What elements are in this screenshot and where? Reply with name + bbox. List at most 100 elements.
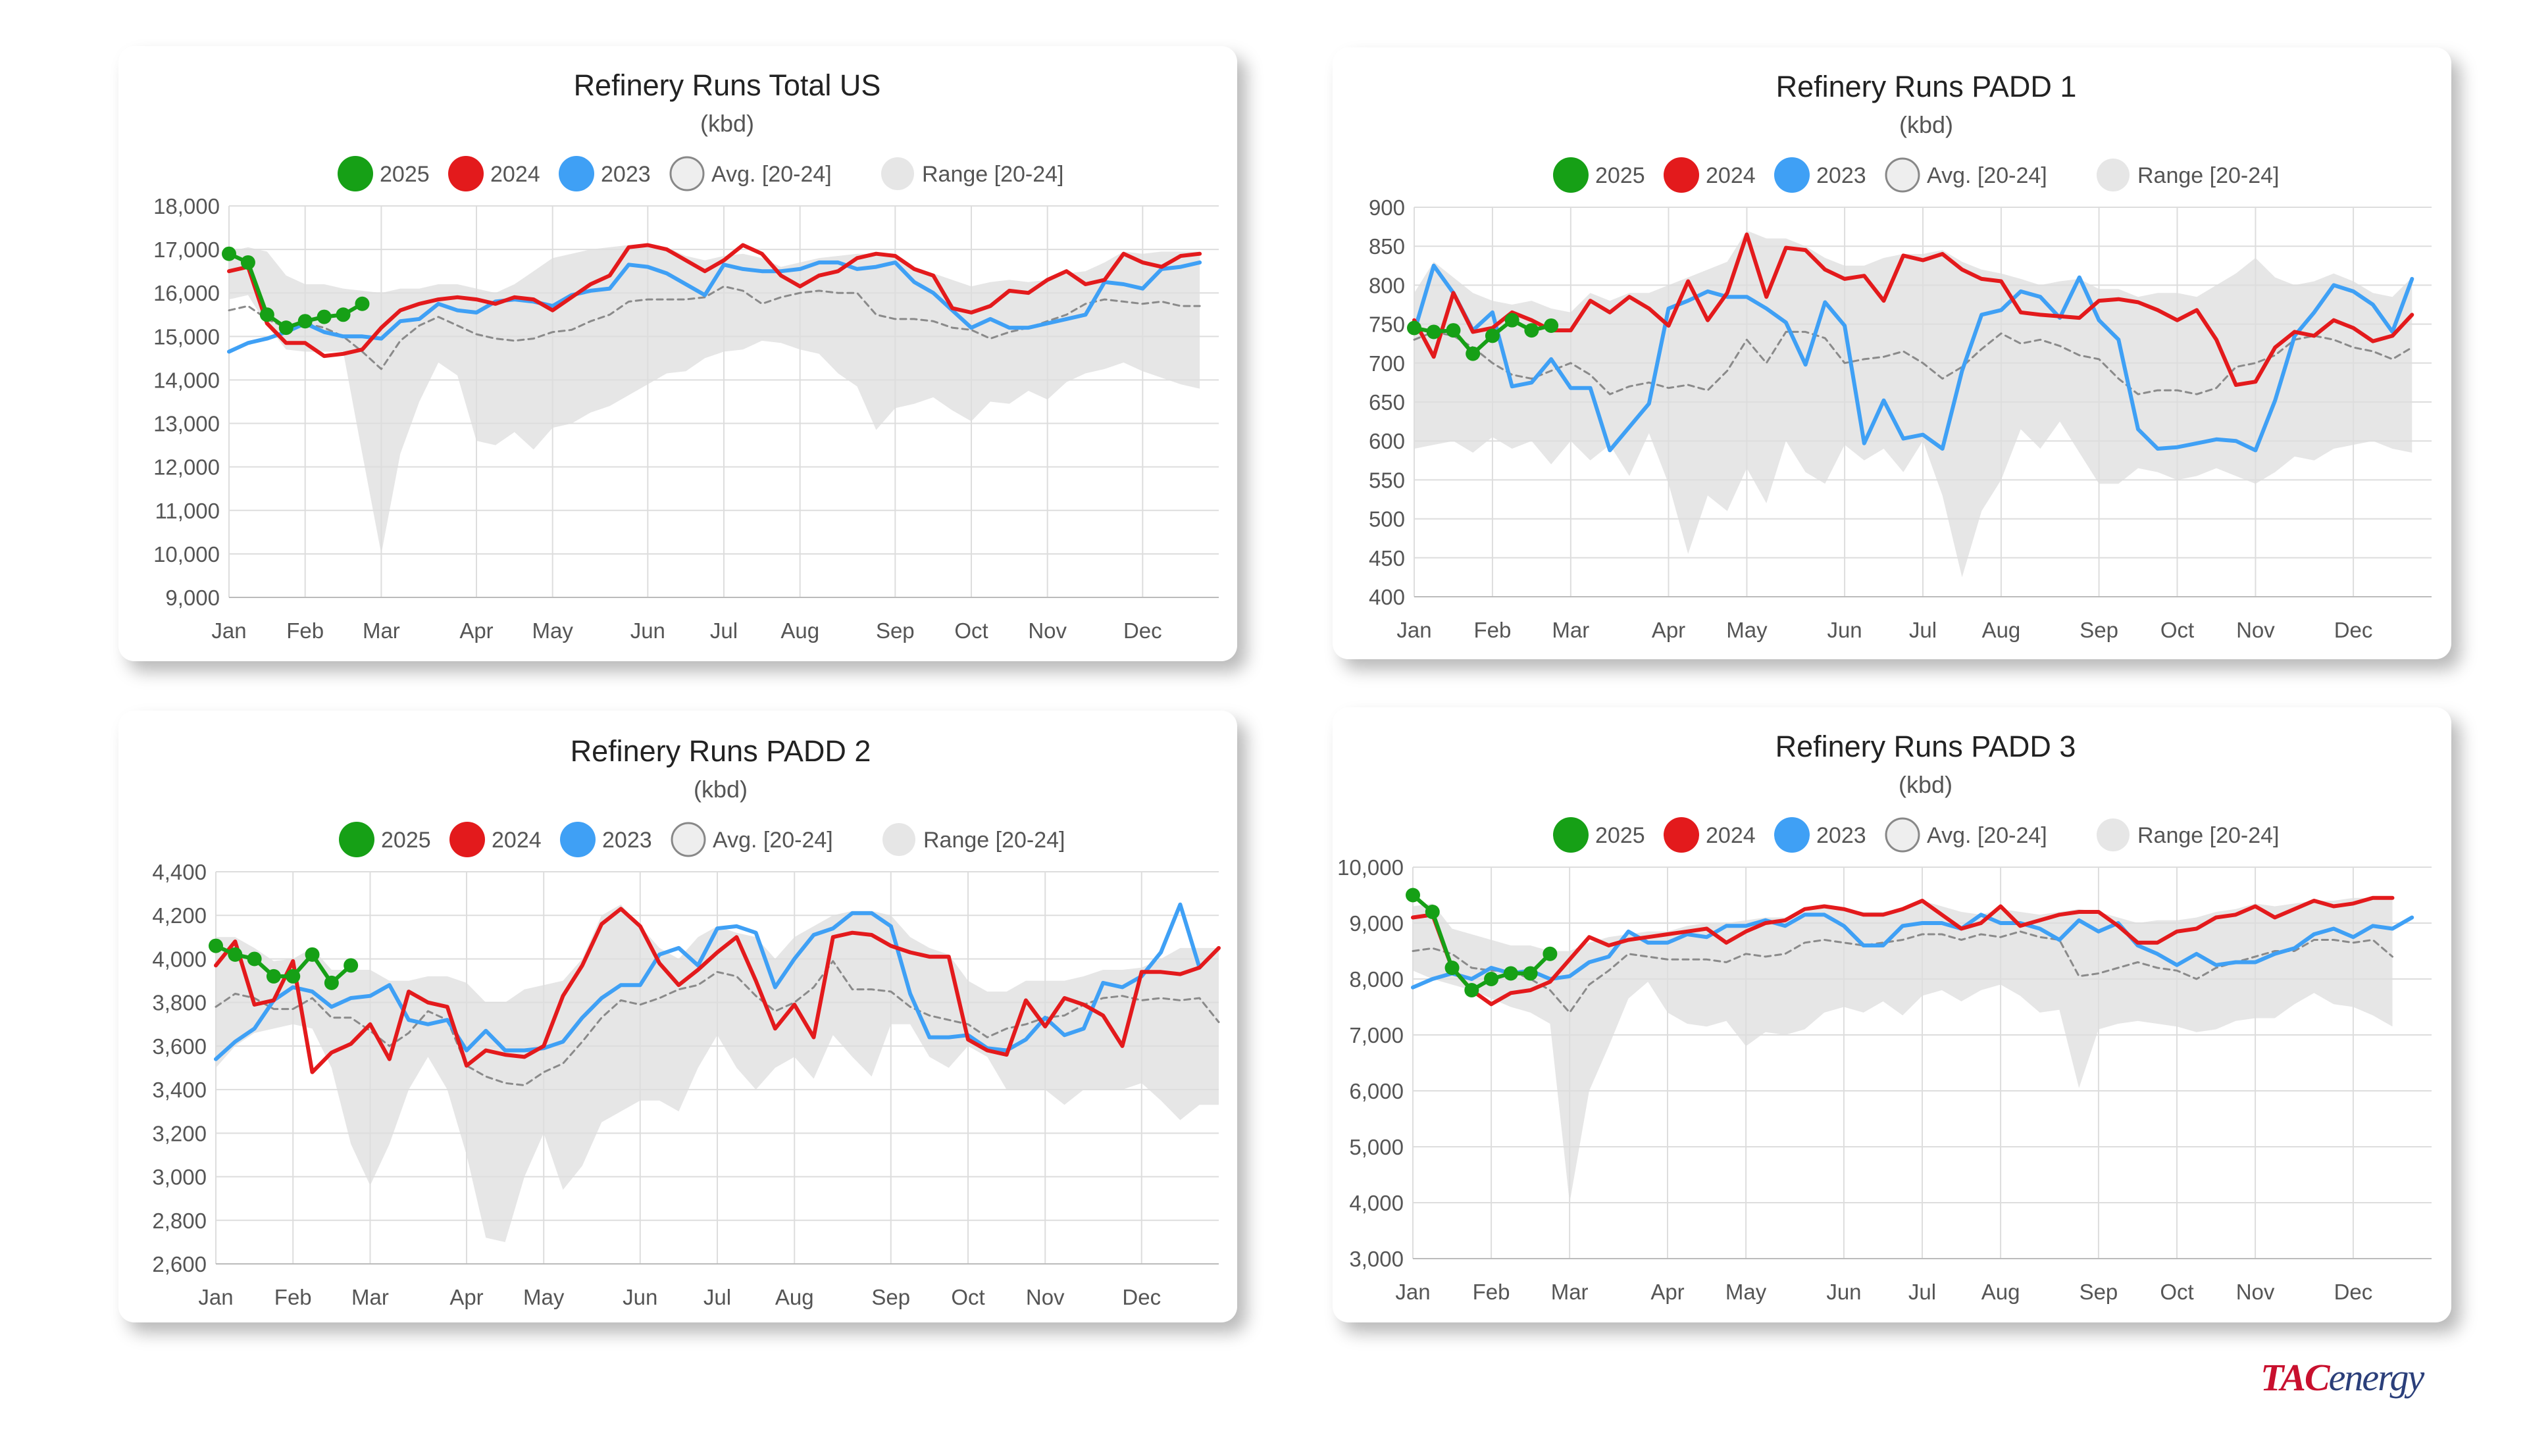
x-tick-label: Nov	[2236, 1280, 2275, 1304]
chart-padd-2: Refinery Runs PADD 2 (kbd) 2025 2024 2023 Avg…	[152, 734, 1221, 1309]
legend-label: 2023	[601, 162, 651, 187]
x-tick-label: Mar	[351, 1285, 389, 1309]
chart-padd-1: Refinery Runs PADD 1 (kbd) 2025 2024 2023 Avg…	[1369, 70, 2432, 642]
x-tick-label: Aug	[1982, 618, 2021, 642]
x-tick-label: Aug	[1981, 1280, 2020, 1304]
point-2025	[1425, 905, 1440, 919]
legend-label: 2025	[381, 828, 431, 853]
series-line-avg-20-24	[1412, 930, 2393, 1014]
legend-swatch	[449, 822, 485, 857]
x-tick-label: Jul	[710, 618, 738, 643]
legend-swatch	[1885, 157, 1920, 193]
chart-title: Refinery Runs PADD 1	[1776, 70, 2077, 103]
y-tick-label: 9,000	[165, 586, 220, 610]
y-tick-label: 850	[1369, 234, 1405, 259]
logo-energy-text: energy	[2328, 1356, 2425, 1399]
x-tick-label: Dec	[1123, 618, 1162, 643]
legend-2024: 2024	[1664, 157, 1756, 193]
point-2025	[259, 307, 274, 322]
chart-subtitle: (kbd)	[694, 776, 748, 803]
y-tick-label: 450	[1369, 546, 1405, 570]
legend-2023: 2023	[560, 822, 652, 857]
point-2025	[305, 947, 320, 962]
point-2025	[1503, 966, 1518, 981]
legend-swatch	[1553, 817, 1589, 853]
x-tick-label: Feb	[1473, 1280, 1510, 1304]
x-tick-label: Mar	[1551, 1280, 1589, 1304]
series-line-2024	[227, 243, 1202, 359]
legend-average: Avg. [20-24]	[1885, 817, 2047, 853]
series-line-avg-20-24	[1413, 330, 2413, 395]
y-tick-label: 7,000	[1349, 1023, 1404, 1047]
legend-label: Range [20-24]	[2137, 823, 2280, 848]
point-2025	[336, 307, 351, 322]
point-2025	[1466, 346, 1481, 361]
y-tick-label: 11,000	[155, 499, 220, 523]
point-2025	[355, 296, 370, 311]
series-line-2024	[1412, 232, 2414, 387]
y-tick-label: 400	[1369, 585, 1405, 609]
x-tick-label: Aug	[775, 1285, 814, 1309]
x-tick-label: Dec	[2334, 1280, 2373, 1304]
legend-range: Range [20-24]	[2097, 818, 2280, 851]
chart-padd-3: Refinery Runs PADD 3 (kbd) 2025 2024 2023 Avg…	[1337, 730, 2432, 1304]
point-2025	[228, 947, 243, 962]
legend-2025: 2025	[1553, 817, 1645, 853]
legend-label: Avg. [20-24]	[1927, 823, 2047, 848]
point-2025	[317, 309, 332, 324]
legend-range: Range [20-24]	[881, 157, 1064, 190]
y-tick-label: 5,000	[1349, 1135, 1404, 1159]
legend-swatch	[1774, 157, 1810, 193]
series-line-2023	[214, 902, 1202, 1061]
x-tick-label: Nov	[1026, 1285, 1065, 1309]
legend-label: 2025	[1595, 163, 1645, 188]
x-tick-label: Apr	[459, 618, 493, 643]
x-tick-label: Apr	[1652, 618, 1685, 642]
point-2025	[209, 938, 223, 953]
x-tick-label: Jul	[1908, 1280, 1936, 1304]
x-tick-label: Jan	[211, 618, 246, 643]
legend-swatch	[2097, 818, 2130, 851]
legend-swatch	[448, 156, 484, 191]
x-tick-label: Nov	[1028, 618, 1067, 643]
x-tick-label: Feb	[286, 618, 324, 643]
chart-card-padd-1: Refinery Runs PADD 1 (kbd) 2025 2024 2023 Avg…	[1333, 47, 2451, 659]
legend-swatch	[2097, 159, 2130, 191]
y-tick-label: 10,000	[1337, 855, 1404, 880]
legend-swatch	[881, 157, 914, 190]
y-tick-label: 17,000	[153, 238, 220, 262]
series-line-2024	[214, 907, 1221, 1074]
y-tick-label: 700	[1369, 351, 1405, 376]
x-tick-label: Dec	[1122, 1285, 1161, 1309]
legend-2025: 2025	[339, 822, 431, 857]
y-tick-label: 800	[1369, 273, 1405, 297]
series-line-2024	[1411, 895, 2395, 1007]
x-tick-label: Jun	[623, 1285, 657, 1309]
x-tick-label: Sep	[2080, 618, 2118, 642]
legend-swatch	[339, 822, 374, 857]
y-tick-label: 3,800	[152, 991, 207, 1015]
legend-label: Avg. [20-24]	[1927, 163, 2047, 188]
legend-swatch	[559, 156, 594, 191]
x-tick-label: Apr	[1650, 1280, 1684, 1304]
series-line-2023	[1411, 913, 2414, 990]
y-tick-label: 3,400	[152, 1078, 207, 1102]
legend-label: 2024	[492, 828, 542, 853]
x-tick-label: Jan	[1396, 618, 1431, 642]
chart-title: Refinery Runs PADD 3	[1775, 730, 2076, 763]
legend-label: 2023	[602, 828, 652, 853]
chart-subtitle: (kbd)	[1899, 771, 1953, 798]
x-tick-label: Jul	[703, 1285, 731, 1309]
x-tick-label: Jan	[1395, 1280, 1430, 1304]
y-tick-label: 600	[1369, 429, 1405, 453]
y-tick-label: 8,000	[1349, 967, 1404, 992]
y-tick-label: 18,000	[153, 194, 220, 218]
point-2025	[240, 255, 255, 270]
x-tick-label: Oct	[954, 618, 988, 643]
legend-label: 2025	[380, 162, 430, 187]
point-2025	[286, 968, 301, 984]
legend-swatch	[669, 156, 705, 191]
logo-tac-text: TAC	[2260, 1356, 2330, 1399]
y-tick-label: 3,000	[152, 1165, 207, 1190]
x-tick-label: Sep	[871, 1285, 910, 1309]
